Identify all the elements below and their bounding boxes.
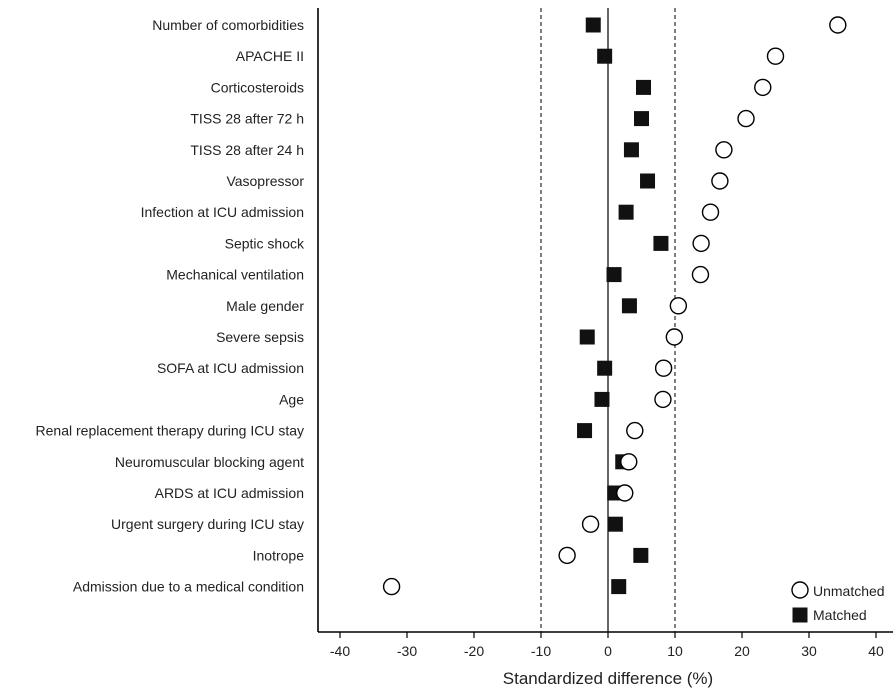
category-label: Male gender xyxy=(226,298,304,314)
category-label: ARDS at ICU admission xyxy=(155,485,304,501)
unmatched-point xyxy=(665,328,684,346)
unmatched-point xyxy=(754,78,772,97)
x-tick-label: 10 xyxy=(667,643,683,659)
unmatched-point xyxy=(701,203,720,221)
x-tick-label: 0 xyxy=(604,643,612,659)
unmatched-point xyxy=(558,546,576,565)
x-tick-label: -40 xyxy=(330,643,350,659)
category-label: Corticosteroids xyxy=(211,79,304,95)
category-label: SOFA at ICU admission xyxy=(157,360,304,376)
matched-point xyxy=(606,267,622,283)
x-tick-label: 20 xyxy=(734,643,750,659)
x-tick-label: 30 xyxy=(801,643,817,659)
x-axis-ticks: -40 -30 -20 -10 0 10 20 30 40 xyxy=(330,632,884,659)
x-tick-label: -30 xyxy=(397,643,417,659)
category-label: Number of comorbidities xyxy=(152,17,304,33)
category-label: TISS 28 after 24 h xyxy=(190,142,304,158)
category-label: Vasopressor xyxy=(226,173,304,189)
category-label: Renal replacement therapy during ICU sta… xyxy=(36,423,304,439)
category-label: Urgent surgery during ICU stay xyxy=(111,516,304,532)
matched-point xyxy=(585,17,601,33)
unmatched-point xyxy=(737,109,755,128)
unmatched-point xyxy=(669,297,688,315)
category-label: APACHE II xyxy=(236,48,304,64)
matched-point xyxy=(611,579,627,595)
plot-frame xyxy=(317,8,893,633)
legend: Unmatched Matched xyxy=(791,581,885,623)
data-points xyxy=(382,16,847,596)
category-label: Admission due to a medical condition xyxy=(73,579,304,595)
category-label: Inotrope xyxy=(253,547,305,563)
unmatched-point xyxy=(654,359,673,377)
matched-point xyxy=(633,547,649,563)
category-label: Age xyxy=(279,391,304,407)
matched-point xyxy=(597,360,613,376)
matched-point xyxy=(579,329,595,345)
matched-point xyxy=(577,423,593,439)
matched-point xyxy=(634,111,649,127)
matched-point xyxy=(636,79,652,95)
unmatched-point xyxy=(616,484,634,502)
unmatched-point xyxy=(715,141,733,159)
unmatched-point xyxy=(620,453,638,471)
reference-lines xyxy=(540,8,676,632)
x-tick-label: -20 xyxy=(464,643,484,659)
category-label: Mechanical ventilation xyxy=(166,267,304,283)
category-labels: Number of comorbidities APACHE II Corticos… xyxy=(36,17,305,595)
category-label: Severe sepsis xyxy=(216,329,304,345)
unmatched-point xyxy=(711,172,729,190)
matched-point xyxy=(640,173,656,189)
unmatched-point xyxy=(692,234,710,253)
category-label: Septic shock xyxy=(225,235,305,251)
legend-unmatched-label: Unmatched xyxy=(813,583,885,599)
matched-point xyxy=(597,48,613,64)
matched-point xyxy=(594,391,610,407)
category-label: Infection at ICU admission xyxy=(141,204,304,220)
matched-point xyxy=(618,204,634,220)
x-tick-label: -10 xyxy=(531,643,551,659)
legend-matched-label: Matched xyxy=(813,607,867,623)
legend-unmatched-marker xyxy=(791,581,809,599)
unmatched-point xyxy=(766,47,785,65)
matched-point xyxy=(623,142,639,158)
category-label: TISS 28 after 72 h xyxy=(190,111,304,127)
legend-matched-marker xyxy=(792,607,808,623)
unmatched-point xyxy=(626,421,644,440)
unmatched-point xyxy=(654,390,672,409)
category-label: Neuromuscular blocking agent xyxy=(115,454,304,470)
matched-point xyxy=(621,298,637,314)
unmatched-point xyxy=(829,16,847,34)
unmatched-point xyxy=(382,577,401,596)
matched-point xyxy=(607,516,623,532)
matched-point xyxy=(653,235,669,251)
x-axis-title: Standardized difference (%) xyxy=(503,669,713,688)
x-tick-label: 40 xyxy=(868,643,884,659)
unmatched-point xyxy=(581,515,600,533)
unmatched-point xyxy=(691,265,710,284)
